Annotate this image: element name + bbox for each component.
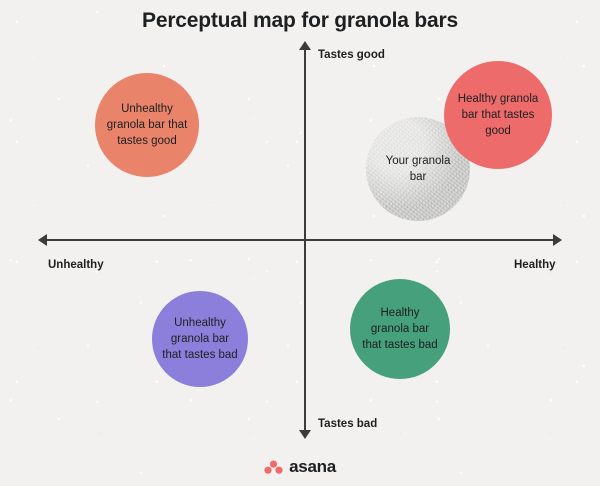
arrow-down-icon xyxy=(299,430,311,439)
asana-dots-icon xyxy=(264,460,283,474)
axis-label-unhealthy: Unhealthy xyxy=(48,259,104,271)
bubble-label: Your granola bar xyxy=(385,155,451,183)
bubble-label: Healthy granola bar that tastes good xyxy=(457,93,539,137)
bubble-label: Unhealthy granola bar that tastes good xyxy=(106,103,188,147)
arrow-right-icon xyxy=(553,234,562,246)
asana-logo: asana xyxy=(0,457,600,477)
axis-label-tastes-bad: Tastes bad xyxy=(318,418,378,430)
axis-label-healthy: Healthy xyxy=(514,259,556,271)
axis-label-tastes-good: Tastes good xyxy=(318,49,385,61)
chart-title: Perceptual map for granola bars xyxy=(142,9,458,32)
arrow-up-icon xyxy=(299,41,311,50)
horizontal-axis-line xyxy=(42,239,558,241)
bubble-unhealthy-tastes-good: Unhealthy granola bar that tastes good xyxy=(95,73,199,177)
bubble-healthy-tastes-bad: Healthy granola bar that tastes bad xyxy=(350,279,450,379)
bubble-label: Unhealthy granola bar that tastes bad xyxy=(162,317,238,361)
bubble-healthy-tastes-good: Healthy granola bar that tastes good xyxy=(444,61,552,169)
bubble-label: Healthy granola bar that tastes bad xyxy=(362,307,438,351)
bubble-your-granola-bar: Your granola bar xyxy=(366,117,470,221)
asana-wordmark: asana xyxy=(289,457,336,476)
arrow-left-icon xyxy=(38,234,47,246)
bubble-unhealthy-tastes-bad: Unhealthy granola bar that tastes bad xyxy=(152,291,248,387)
